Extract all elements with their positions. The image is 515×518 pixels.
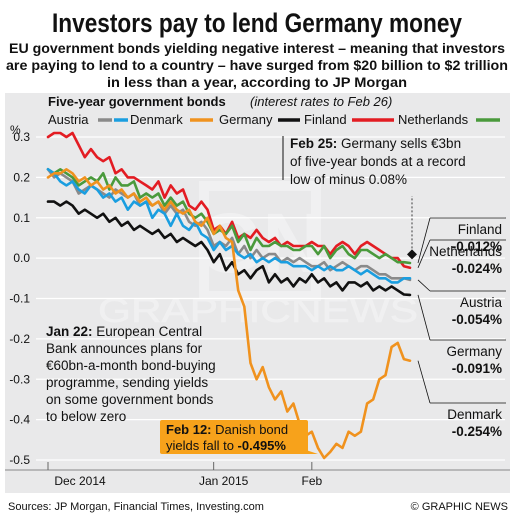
feb12-text: yields fall to: [166, 438, 238, 453]
series-lines: [46, 131, 412, 460]
series-line-germany: [46, 168, 412, 460]
y-tick-label: -0.3: [9, 372, 30, 386]
feb12-bold: Feb 12:: [166, 422, 212, 437]
page-title: Investors pay to lend Germany money: [52, 8, 462, 38]
x-tick-label: Jan 2015: [199, 474, 249, 488]
subtitle-line-2: are paying to lend to a country – have s…: [6, 58, 508, 73]
feb25-line: low of minus 0.08%: [290, 172, 407, 187]
end-label-value: -0.254%: [452, 424, 502, 439]
jan22-line: to below zero: [46, 409, 126, 424]
end-label-country: Austria: [460, 295, 503, 310]
end-label-country: Finland: [458, 222, 502, 237]
x-tick-label: Feb: [301, 474, 322, 488]
jan22-text: programme, sending yields: [46, 375, 208, 390]
y-tick-label: 0.3: [13, 130, 30, 144]
legend-label-finland: Finland: [304, 112, 347, 127]
feb25-annotation: Feb 25: Germany sells €3bn of five-year b…: [290, 136, 466, 187]
end-label-leader: [417, 279, 431, 292]
jan22-line: programme, sending yields: [46, 375, 208, 390]
watermark-logo: [199, 181, 321, 301]
end-label-country: Germany: [446, 344, 502, 359]
series-line-denmark: [46, 168, 412, 284]
series-line-finland: [46, 200, 412, 297]
end-label-leader: [417, 360, 431, 404]
y-tick-label: 0.2: [13, 170, 30, 184]
jan22-text: to below zero: [46, 409, 126, 424]
footer-copyright: © GRAPHIC NEWS: [411, 501, 508, 513]
jan22-line: €60bn-a-month bond-buying: [46, 358, 216, 373]
y-tick-label: -0.1: [9, 292, 30, 306]
end-label-value: -0.054%: [452, 312, 502, 327]
feb25-text: low of minus 0.08%: [290, 172, 407, 187]
subtitle-line-1: EU government bonds yielding negative in…: [9, 41, 505, 56]
legend-label-denmark: Denmark: [130, 112, 183, 127]
legend: Austria Denmark Germany Finland Netherla…: [48, 112, 500, 127]
end-label-leader: [417, 294, 431, 341]
watermark: GN GRAPHICNEWS: [98, 181, 418, 330]
legend-label-austria: Austria: [48, 112, 89, 127]
x-tick-labels: Dec 2014 Jan 2015 Feb: [47, 462, 322, 488]
feb25-text: Germany sells €3bn: [337, 136, 461, 151]
legend-label-germany: Germany: [219, 112, 273, 127]
feb25-text: of five-year bonds at a record: [290, 154, 466, 169]
y-tick-label: -0.2: [9, 332, 30, 346]
feb12-text: Danish bond: [212, 422, 289, 437]
end-label-country: Denmark: [447, 407, 502, 422]
chart-subtitle: (interest rates to Feb 26): [250, 94, 392, 109]
jan22-bold: Jan 22:: [46, 324, 93, 339]
end-label-leader: [417, 217, 431, 264]
y-tick-label: 0.1: [13, 211, 30, 225]
footer-sources: Sources: JP Morgan, Financial Times, Inv…: [8, 501, 264, 513]
record-low-diamond: [407, 249, 417, 260]
feb12-bold: -0.495%: [238, 438, 287, 453]
feb25-line: Feb 25: Germany sells €3bn: [290, 136, 461, 151]
end-label-value: -0.091%: [452, 361, 502, 376]
y-tick-labels: 0.3 0.2 0.1 0.0 -0.1 -0.2 -0.3 -0.4 -0.5: [9, 130, 30, 467]
jan22-text: €60bn-a-month bond-buying: [46, 358, 216, 373]
jan22-text: European Central: [93, 324, 203, 339]
end-label-value: -0.012%: [452, 239, 502, 254]
jan22-text: on some government bonds: [46, 392, 214, 407]
feb12-line: yields fall to -0.495%: [166, 438, 286, 453]
watermark-text: GRAPHICNEWS: [98, 292, 418, 330]
legend-label-netherlands: Netherlands: [398, 112, 469, 127]
feb25-line: of five-year bonds at a record: [290, 154, 466, 169]
y-tick-label: -0.5: [9, 453, 30, 467]
chart-title: Five-year government bonds: [48, 94, 226, 109]
feb12-line: Feb 12: Danish bond: [166, 422, 288, 437]
jan22-line: on some government bonds: [46, 392, 214, 407]
jan22-text: Bank announces plans for: [46, 341, 203, 356]
jan22-line: Bank announces plans for: [46, 341, 203, 356]
end-label-country: Netherlands: [429, 244, 502, 259]
end-value-labels: Finland -0.012%Netherlands -0.024% Austria -…: [417, 217, 506, 439]
feb12-callout-box: [160, 420, 308, 454]
end-label-value: -0.024%: [452, 261, 502, 276]
jan22-line: Jan 22: European Central: [46, 324, 202, 339]
feb25-bold: Feb 25:: [290, 136, 337, 151]
x-tick-label: Dec 2014: [54, 474, 106, 488]
y-tick-label: 0.0: [13, 251, 30, 265]
y-axis-label: %: [10, 123, 21, 137]
subtitle-line-3: in less than a year, according to JP Mor…: [107, 75, 407, 90]
record-low-marker: [407, 196, 417, 260]
y-tick-label: -0.4: [9, 413, 30, 427]
feb12-callout-pointer: [300, 448, 318, 454]
jan22-annotation: Jan 22: European Central Bank announces p…: [46, 324, 216, 424]
end-label-leader: [417, 239, 431, 268]
